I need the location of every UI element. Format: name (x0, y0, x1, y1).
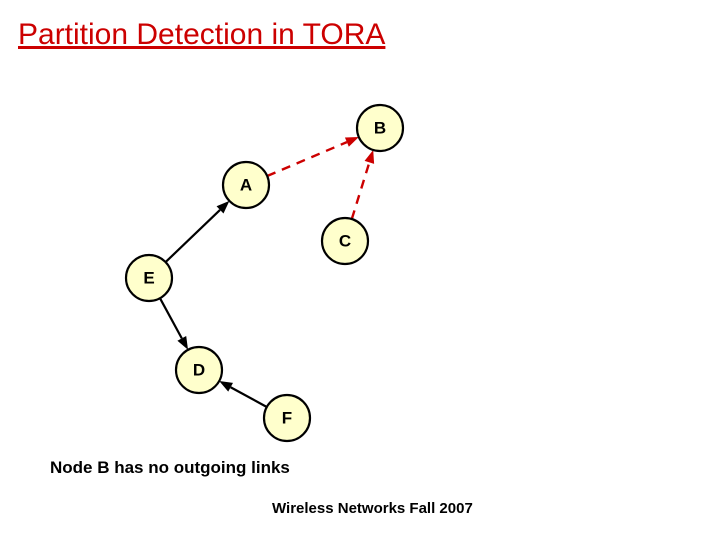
node-E: E (126, 255, 172, 301)
arrowhead-E-D (177, 336, 188, 350)
edge-A-B (267, 142, 347, 176)
arrowhead-A-B (345, 137, 359, 147)
footer-text: Wireless Networks Fall 2007 (272, 500, 473, 517)
node-C: C (322, 218, 368, 264)
caption-text: Node B has no outgoing links (50, 458, 290, 478)
node-label-C: C (339, 232, 351, 251)
arrowhead-F-D (219, 381, 233, 392)
node-label-D: D (193, 361, 205, 380)
edge-E-D (160, 298, 182, 338)
edge-C-B (352, 162, 370, 219)
node-D: D (176, 347, 222, 393)
node-A: A (223, 162, 269, 208)
edge-E-A (166, 210, 220, 262)
node-F: F (264, 395, 310, 441)
node-label-B: B (374, 119, 386, 138)
node-label-F: F (282, 409, 292, 428)
node-label-A: A (240, 176, 252, 195)
node-B: B (357, 105, 403, 151)
arrowhead-C-B (365, 150, 375, 164)
node-label-E: E (143, 269, 154, 288)
edge-F-D (231, 387, 267, 407)
nodes: B A C E D F (126, 105, 403, 441)
